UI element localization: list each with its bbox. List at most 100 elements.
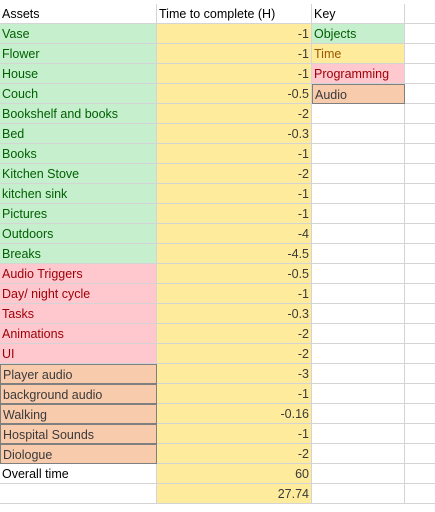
empty-cell[interactable] bbox=[405, 124, 435, 144]
empty-cell[interactable] bbox=[405, 404, 435, 424]
time-cell[interactable]: 27.74 bbox=[157, 484, 312, 504]
key-cell[interactable]: Programming bbox=[312, 64, 405, 84]
time-cell[interactable]: 60 bbox=[157, 464, 312, 484]
empty-cell[interactable] bbox=[312, 304, 405, 324]
key-cell[interactable]: Time bbox=[312, 44, 405, 64]
empty-cell[interactable] bbox=[405, 184, 435, 204]
asset-cell[interactable]: Outdoors bbox=[0, 224, 157, 244]
empty-cell[interactable] bbox=[312, 284, 405, 304]
empty-cell[interactable] bbox=[312, 164, 405, 184]
empty-cell[interactable] bbox=[312, 224, 405, 244]
time-cell[interactable]: -1 bbox=[157, 184, 312, 204]
time-cell[interactable]: -1 bbox=[157, 64, 312, 84]
asset-cell[interactable] bbox=[0, 484, 157, 504]
asset-cell[interactable]: Audio Triggers bbox=[0, 264, 157, 284]
empty-cell[interactable] bbox=[312, 484, 405, 504]
time-header-cell[interactable]: Time to complete (H) bbox=[157, 4, 312, 24]
empty-cell[interactable] bbox=[405, 284, 435, 304]
empty-cell[interactable] bbox=[405, 304, 435, 324]
key-cell[interactable]: Audio bbox=[312, 84, 405, 104]
time-cell[interactable]: -1 bbox=[157, 204, 312, 224]
empty-cell[interactable] bbox=[312, 184, 405, 204]
asset-cell[interactable]: Books bbox=[0, 144, 157, 164]
empty-cell[interactable] bbox=[405, 344, 435, 364]
empty-cell[interactable] bbox=[405, 364, 435, 384]
asset-cell[interactable]: Breaks bbox=[0, 244, 157, 264]
asset-cell[interactable]: UI bbox=[0, 344, 157, 364]
key-cell[interactable]: Objects bbox=[312, 24, 405, 44]
empty-cell[interactable] bbox=[405, 264, 435, 284]
asset-cell[interactable]: Kitchen Stove bbox=[0, 164, 157, 184]
asset-cell[interactable]: Bed bbox=[0, 124, 157, 144]
time-cell[interactable]: -0.5 bbox=[157, 264, 312, 284]
time-cell[interactable]: -2 bbox=[157, 324, 312, 344]
empty-cell[interactable] bbox=[405, 104, 435, 124]
empty-cell[interactable] bbox=[312, 464, 405, 484]
empty-cell[interactable] bbox=[405, 464, 435, 484]
asset-cell[interactable]: Couch bbox=[0, 84, 157, 104]
time-cell[interactable]: -1 bbox=[157, 44, 312, 64]
empty-cell[interactable] bbox=[312, 204, 405, 224]
empty-cell[interactable] bbox=[405, 324, 435, 344]
empty-cell[interactable] bbox=[312, 404, 405, 424]
empty-cell[interactable] bbox=[405, 384, 435, 404]
time-cell[interactable]: -1 bbox=[157, 24, 312, 44]
asset-cell[interactable]: Animations bbox=[0, 324, 157, 344]
key-header-cell[interactable]: Key bbox=[312, 4, 405, 24]
time-cell[interactable]: -4.5 bbox=[157, 244, 312, 264]
empty-cell[interactable] bbox=[312, 264, 405, 284]
asset-cell[interactable]: Player audio bbox=[0, 364, 157, 384]
asset-cell[interactable]: Flower bbox=[0, 44, 157, 64]
time-cell[interactable]: -2 bbox=[157, 444, 312, 464]
asset-cell[interactable]: House bbox=[0, 64, 157, 84]
time-cell[interactable]: -1 bbox=[157, 284, 312, 304]
asset-cell[interactable]: Tasks bbox=[0, 304, 157, 324]
empty-cell[interactable] bbox=[312, 424, 405, 444]
empty-cell[interactable] bbox=[405, 484, 435, 504]
asset-cell[interactable]: Overall time bbox=[0, 464, 157, 484]
empty-cell[interactable] bbox=[405, 64, 435, 84]
assets-header-cell[interactable]: Assets bbox=[0, 4, 157, 24]
time-cell[interactable]: -0.5 bbox=[157, 84, 312, 104]
time-cell[interactable]: -2 bbox=[157, 344, 312, 364]
time-cell[interactable]: -4 bbox=[157, 224, 312, 244]
asset-cell[interactable]: Day/ night cycle bbox=[0, 284, 157, 304]
asset-cell[interactable]: Bookshelf and books bbox=[0, 104, 157, 124]
time-cell[interactable]: -0.3 bbox=[157, 124, 312, 144]
empty-cell[interactable] bbox=[405, 44, 435, 64]
asset-cell[interactable]: Walking bbox=[0, 404, 157, 424]
time-cell[interactable]: -1 bbox=[157, 424, 312, 444]
time-cell[interactable]: -3 bbox=[157, 364, 312, 384]
time-cell[interactable]: -2 bbox=[157, 164, 312, 184]
empty-cell[interactable] bbox=[405, 424, 435, 444]
time-cell[interactable]: -0.16 bbox=[157, 404, 312, 424]
empty-cell[interactable] bbox=[312, 324, 405, 344]
empty-cell[interactable] bbox=[405, 444, 435, 464]
empty-cell[interactable] bbox=[405, 244, 435, 264]
empty-cell[interactable] bbox=[405, 4, 435, 24]
empty-cell[interactable] bbox=[405, 144, 435, 164]
empty-cell[interactable] bbox=[312, 344, 405, 364]
empty-cell[interactable] bbox=[312, 244, 405, 264]
empty-cell[interactable] bbox=[405, 204, 435, 224]
empty-cell[interactable] bbox=[405, 84, 435, 104]
empty-cell[interactable] bbox=[312, 124, 405, 144]
empty-cell[interactable] bbox=[405, 164, 435, 184]
asset-cell[interactable]: Diologue bbox=[0, 444, 157, 464]
asset-cell[interactable]: Vase bbox=[0, 24, 157, 44]
asset-cell[interactable]: Pictures bbox=[0, 204, 157, 224]
empty-cell[interactable] bbox=[312, 364, 405, 384]
empty-cell[interactable] bbox=[312, 104, 405, 124]
time-cell[interactable]: -1 bbox=[157, 384, 312, 404]
empty-cell[interactable] bbox=[405, 224, 435, 244]
empty-cell[interactable] bbox=[312, 384, 405, 404]
asset-cell[interactable]: Hospital Sounds bbox=[0, 424, 157, 444]
empty-cell[interactable] bbox=[312, 144, 405, 164]
asset-cell[interactable]: kitchen sink bbox=[0, 184, 157, 204]
time-cell[interactable]: -0.3 bbox=[157, 304, 312, 324]
time-cell[interactable]: -2 bbox=[157, 104, 312, 124]
asset-cell[interactable]: background audio bbox=[0, 384, 157, 404]
time-cell[interactable]: -1 bbox=[157, 144, 312, 164]
empty-cell[interactable] bbox=[312, 444, 405, 464]
